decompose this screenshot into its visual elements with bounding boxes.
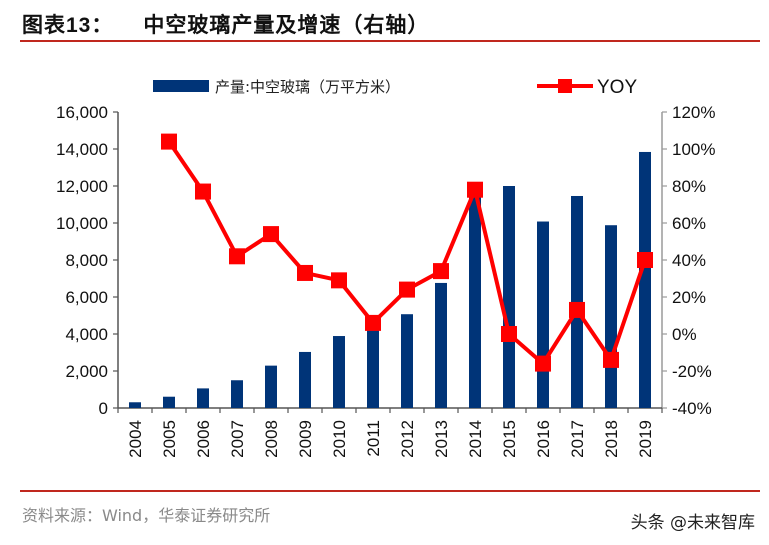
- bar-production: [265, 365, 277, 408]
- left-axis-tick-label: 4,000: [65, 325, 108, 344]
- x-axis-tick-label: 2011: [364, 420, 383, 457]
- yoy-marker: [433, 263, 449, 280]
- legend: 产量:中空玻璃（万平方米） YOY: [153, 77, 637, 98]
- x-axis-tick-label: 2004: [126, 420, 145, 458]
- x-axis-tick-label: 2005: [160, 420, 179, 458]
- yoy-marker: [263, 226, 279, 243]
- left-axis-tick-label: 0: [99, 399, 108, 418]
- bar-production: [367, 329, 379, 408]
- bar-production: [299, 351, 311, 408]
- yoy-marker: [535, 355, 551, 372]
- bar-production: [333, 336, 345, 408]
- yoy-marker: [603, 351, 619, 368]
- left-axis-tick-label: 14,000: [56, 140, 108, 159]
- legend-line-marker: [558, 79, 572, 93]
- yoy-marker: [297, 264, 313, 281]
- left-axis-tick-label: 8,000: [65, 251, 108, 270]
- yoy-marker: [195, 183, 211, 200]
- axes: 0 2,000 4,000 6,000 8,000 10,000 12,000 14,000 1…: [56, 103, 715, 458]
- x-axis-tick-label: 2010: [330, 420, 349, 458]
- yoy-marker: [637, 252, 653, 268]
- figure-title: 图表13： 中空玻璃产量及增速（右轴）: [22, 9, 429, 39]
- right-axis-tick-label: 20%: [672, 288, 706, 307]
- yoy-marker: [365, 314, 381, 331]
- x-axis-tick-label: 2012: [398, 420, 417, 458]
- x-axis-tick-label: 2013: [432, 420, 451, 458]
- yoy-marker: [467, 181, 483, 198]
- bar-production: [231, 380, 243, 408]
- legend-bar-swatch: [153, 80, 209, 92]
- left-axis-tick-label: 2,000: [65, 362, 108, 381]
- right-axis-tick-label: 100%: [672, 140, 715, 159]
- right-axis-tick-label: 40%: [672, 251, 706, 270]
- x-axis-tick-label: 2006: [194, 420, 213, 458]
- x-axis-tick-label: 2008: [262, 420, 281, 458]
- figure-label: 图表13：: [22, 14, 114, 37]
- legend-line-label: YOY: [597, 77, 637, 98]
- left-axis-tick-label: 12,000: [56, 177, 108, 196]
- x-axis-tick-label: 2018: [602, 420, 621, 458]
- x-axis-tick-label: 2016: [534, 420, 553, 458]
- bar-production: [605, 225, 617, 408]
- bar-production: [435, 282, 447, 408]
- bar-production: [197, 388, 209, 408]
- x-axis-tick-label: 2017: [568, 420, 587, 458]
- x-axis-tick-label: 2007: [228, 420, 247, 458]
- legend-bar-label: 产量:中空玻璃（万平方米）: [215, 78, 400, 96]
- x-axis-tick-label: 2019: [636, 420, 655, 458]
- x-axis-tick-label: 2014: [466, 420, 485, 458]
- yoy-marker: [399, 281, 415, 298]
- watermark: 头条 @未来智库: [630, 513, 755, 533]
- right-axis-tick-label: -20%: [672, 362, 712, 381]
- bar-production: [401, 314, 413, 408]
- right-axis-tick-label: 60%: [672, 214, 706, 233]
- x-axis-tick-label: 2009: [296, 420, 315, 458]
- yoy-marker: [569, 301, 585, 318]
- footer-divider: [20, 490, 760, 492]
- source-note: 资料来源：Wind，华泰证券研究所: [22, 506, 271, 525]
- left-axis-tick-label: 6,000: [65, 288, 108, 307]
- bar-production: [163, 396, 175, 408]
- yoy-marker: [501, 326, 517, 342]
- yoy-marker: [331, 272, 347, 289]
- yoy-marker: [229, 248, 245, 265]
- bar-production: [639, 151, 651, 408]
- bar-production: [129, 402, 141, 408]
- title-divider: [20, 40, 760, 42]
- right-axis-tick-label: 120%: [672, 103, 715, 122]
- right-axis-tick-label: 0%: [672, 325, 697, 344]
- x-axis-tick-label: 2015: [500, 420, 519, 458]
- bar-production: [537, 221, 549, 408]
- bar-production: [469, 191, 481, 408]
- chart-title: 中空玻璃产量及增速（右轴）: [143, 13, 430, 37]
- right-axis-tick-label: 80%: [672, 177, 706, 196]
- yoy-line: [161, 133, 653, 372]
- right-axis-tick-label: -40%: [672, 399, 712, 418]
- bar-production: [503, 186, 515, 408]
- yoy-marker: [161, 133, 177, 150]
- left-axis-tick-label: 10,000: [56, 214, 108, 233]
- left-axis-tick-label: 16,000: [56, 103, 108, 122]
